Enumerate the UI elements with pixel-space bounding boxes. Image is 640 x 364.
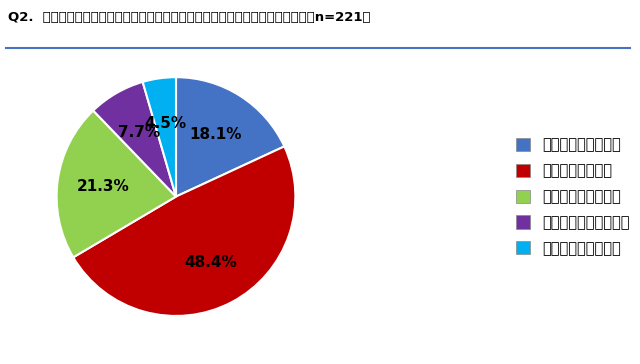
- Text: 21.3%: 21.3%: [76, 179, 129, 194]
- Legend: とても満足している, まあ満足している, どちらともいえない, あまり満足していない, 全く満足していない: とても満足している, まあ満足している, どちらともいえない, あまり満足してい…: [516, 137, 630, 256]
- Text: 48.4%: 48.4%: [184, 254, 237, 270]
- Wedge shape: [143, 77, 176, 197]
- Text: 18.1%: 18.1%: [189, 127, 242, 142]
- Text: 4.5%: 4.5%: [145, 116, 187, 131]
- Wedge shape: [73, 146, 296, 316]
- Wedge shape: [93, 82, 176, 197]
- Text: Q2.  あなたが定年退職する前の仕事の満足度を教えてください。（単数回答）【n=221】: Q2. あなたが定年退職する前の仕事の満足度を教えてください。（単数回答）【n=…: [8, 11, 370, 24]
- Wedge shape: [176, 77, 284, 197]
- Wedge shape: [56, 111, 176, 257]
- Text: 7.7%: 7.7%: [118, 125, 160, 140]
